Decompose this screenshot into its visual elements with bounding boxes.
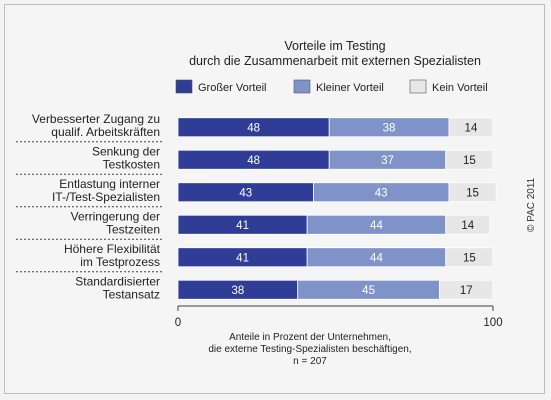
- bar-value-label: 45: [362, 285, 375, 297]
- category-label: IT-/Test-Spezialisten: [52, 190, 160, 204]
- bar-value-label: 15: [466, 187, 479, 199]
- x-axis-label-line: die externe Testing-Spezialisten beschäf…: [208, 344, 411, 355]
- bar-value-label: 14: [461, 220, 474, 232]
- bar-segment: [448, 182, 497, 203]
- x-axis-label-line: n = 207: [293, 356, 327, 367]
- bar-segment: [445, 149, 494, 170]
- bar-value-label: 15: [463, 155, 476, 167]
- bar-value-label: 44: [370, 252, 383, 264]
- bar-value-label: 44: [370, 220, 383, 232]
- category-label: Höhere Flexibilität: [64, 242, 161, 256]
- x-axis: 0 100: [175, 305, 503, 329]
- legend-swatch: [293, 79, 311, 94]
- legend-swatch: [175, 79, 193, 94]
- bar-value-label: 14: [465, 122, 478, 134]
- bar-value-label: 48: [247, 122, 260, 134]
- x-axis-label: Anteile in Prozent der Unternehmen,die e…: [208, 332, 411, 367]
- bar-value-label: 38: [231, 285, 244, 297]
- bar-value-label: 41: [236, 220, 249, 232]
- bar-value-label: 17: [460, 285, 473, 297]
- bar-segment: [439, 279, 494, 300]
- legend-label: Kleiner Vorteil: [316, 82, 384, 94]
- bar-value-label: 43: [239, 187, 252, 199]
- legend-label: Großer Vorteil: [198, 82, 266, 94]
- bar-segment: [445, 214, 491, 235]
- category-label: im Testprozess: [80, 255, 160, 269]
- bars: 48 38 14 48 37 15 43 43 15 41 44 14 41 44 15 38 45 17: [177, 117, 497, 300]
- bar-value-label: 15: [463, 252, 476, 264]
- x-tick-label: 100: [483, 317, 502, 329]
- bar-segment: [445, 247, 494, 268]
- chart-title: Vorteile im Testing: [284, 39, 385, 53]
- copyright-text: © PAC 2011: [526, 177, 537, 232]
- bar-value-label: 38: [383, 122, 396, 134]
- category-label: Testkosten: [103, 157, 160, 171]
- legend-swatch: [409, 79, 427, 94]
- chart-subtitle: durch die Zusammenarbeit mit externen Sp…: [189, 54, 481, 68]
- category-label: Standardisierter: [75, 274, 160, 288]
- legend-label: Kein Vorteil: [432, 82, 488, 94]
- bar-value-label: 48: [247, 155, 260, 167]
- x-tick-label: 0: [175, 317, 181, 329]
- legend: Großer Vorteil Kleiner Vorteil Kein Vortei…: [175, 79, 488, 94]
- bar-value-label: 37: [381, 155, 394, 167]
- bar-segment: [448, 117, 494, 138]
- category-label: Verringerung der: [71, 209, 160, 223]
- category-label: Entlastung interner: [59, 177, 160, 191]
- category-label: Senkung der: [92, 144, 160, 158]
- category-label: qualif. Arbeitskräften: [51, 125, 160, 139]
- bar-value-label: 41: [236, 252, 249, 264]
- bar-value-label: 43: [375, 187, 388, 199]
- x-axis-label-line: Anteile in Prozent der Unternehmen,: [229, 332, 391, 343]
- category-label: Verbesserter Zugang zu: [32, 112, 160, 126]
- category-label: Testzeiten: [106, 222, 160, 236]
- category-label: Testansatz: [103, 287, 160, 301]
